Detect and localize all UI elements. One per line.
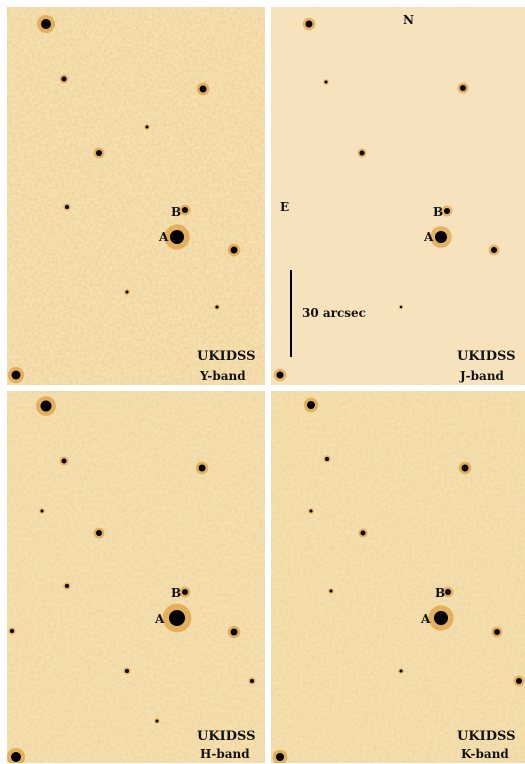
star bbox=[460, 85, 466, 91]
star bbox=[199, 85, 207, 93]
star bbox=[399, 669, 403, 673]
star bbox=[61, 76, 67, 82]
y-band-stars bbox=[7, 15, 241, 384]
star bbox=[276, 371, 284, 379]
star bbox=[329, 589, 333, 593]
star bbox=[434, 611, 448, 625]
star bbox=[41, 19, 51, 29]
star bbox=[170, 230, 184, 244]
star-b-label: B bbox=[433, 205, 444, 219]
k-band-stars bbox=[272, 397, 525, 763]
star bbox=[125, 669, 129, 673]
star bbox=[11, 752, 21, 762]
star-b-label: B bbox=[171, 586, 182, 600]
star bbox=[182, 589, 188, 595]
east-label: E bbox=[280, 200, 290, 214]
star bbox=[11, 370, 21, 380]
band-label: J-band bbox=[460, 369, 504, 383]
band-label: Y-band bbox=[200, 369, 246, 383]
star bbox=[309, 509, 313, 513]
star-b-label: B bbox=[171, 205, 182, 219]
y-band-panel: B A UKIDSS Y-band bbox=[7, 7, 265, 385]
star bbox=[494, 629, 500, 635]
y-band-image bbox=[7, 7, 265, 385]
star bbox=[96, 530, 102, 536]
star bbox=[65, 584, 69, 588]
star bbox=[96, 150, 102, 156]
star bbox=[445, 589, 451, 595]
star bbox=[491, 247, 497, 253]
star bbox=[359, 150, 365, 156]
k-band-image bbox=[271, 391, 525, 763]
star-a-label: A bbox=[421, 612, 431, 626]
j-band-stars bbox=[273, 17, 500, 382]
star bbox=[250, 679, 254, 683]
star bbox=[40, 400, 52, 412]
survey-label: UKIDSS bbox=[197, 729, 256, 744]
star bbox=[305, 20, 313, 28]
h-band-panel: B A UKIDSS H-band bbox=[7, 391, 265, 763]
star bbox=[61, 458, 67, 464]
star bbox=[325, 457, 329, 461]
star bbox=[324, 80, 328, 84]
j-band-panel: N E B A 30 arcsec UKIDSS J-band bbox=[271, 7, 525, 385]
k-band-panel: B A UKIDSS K-band bbox=[271, 391, 525, 763]
star bbox=[307, 401, 315, 409]
band-label: H-band bbox=[200, 747, 250, 761]
star bbox=[215, 305, 219, 309]
star-a-label: A bbox=[155, 612, 165, 626]
scale-label: 30 arcsec bbox=[302, 306, 366, 320]
star-b-label: B bbox=[435, 586, 446, 600]
h-band-stars bbox=[7, 396, 256, 763]
star bbox=[230, 246, 238, 254]
star bbox=[125, 290, 129, 294]
star bbox=[516, 678, 522, 684]
h-band-image bbox=[7, 391, 265, 763]
survey-label: UKIDSS bbox=[457, 349, 516, 364]
star bbox=[40, 509, 44, 513]
star bbox=[360, 530, 366, 536]
star bbox=[399, 305, 403, 309]
star bbox=[230, 628, 238, 636]
star bbox=[155, 719, 159, 723]
star-a-label: A bbox=[159, 230, 169, 244]
star bbox=[65, 205, 69, 209]
star bbox=[169, 610, 185, 626]
star bbox=[198, 464, 206, 472]
survey-label: UKIDSS bbox=[197, 349, 256, 364]
star bbox=[435, 231, 447, 243]
star bbox=[145, 125, 149, 129]
star bbox=[182, 207, 188, 213]
star bbox=[276, 753, 284, 761]
north-label: N bbox=[403, 13, 414, 27]
survey-label: UKIDSS bbox=[457, 729, 516, 744]
star bbox=[444, 208, 450, 214]
star-a-label: A bbox=[424, 230, 434, 244]
band-label: K-band bbox=[461, 747, 509, 761]
star bbox=[10, 629, 14, 633]
star bbox=[461, 464, 469, 472]
j-band-image bbox=[271, 7, 525, 385]
scale-bar bbox=[290, 270, 292, 357]
